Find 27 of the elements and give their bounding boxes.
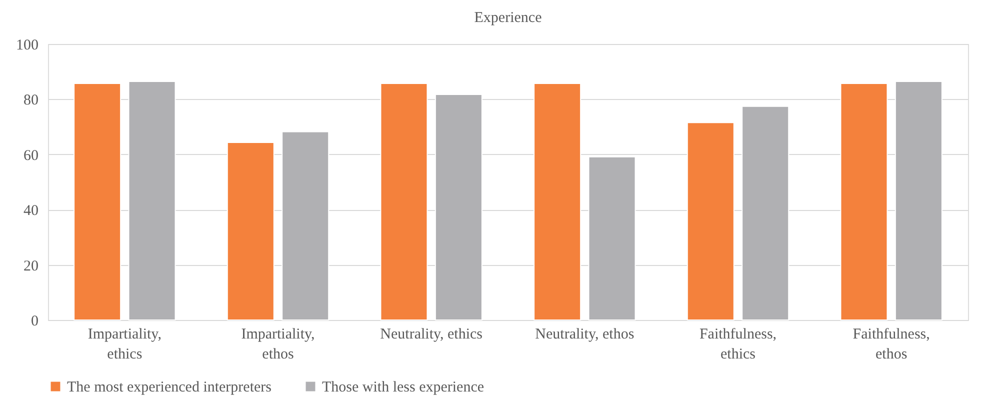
y-tick-label: 100: [16, 38, 38, 54]
x-tick-label: Faithfulness, ethos: [852, 326, 930, 362]
y-tick-label: 20: [24, 258, 38, 274]
y-tick-label: 40: [24, 203, 38, 220]
bar: [534, 82, 582, 320]
bar: [894, 81, 942, 320]
bar: [74, 82, 122, 320]
legend-label: Those with less experience: [322, 380, 484, 396]
bar: [380, 82, 428, 320]
chart-title: Experience: [474, 10, 542, 26]
y-tick-label: 60: [24, 148, 38, 164]
bar: [128, 81, 176, 320]
y-tick-label: 80: [24, 92, 38, 109]
bar: [226, 142, 274, 320]
bar: [588, 156, 636, 320]
bar: [686, 122, 734, 320]
bar: [282, 131, 330, 320]
bar: [742, 106, 790, 320]
bar: [840, 82, 888, 320]
y-tick-label: 0: [31, 314, 38, 330]
bar: [434, 94, 482, 320]
x-tick-label: Impartiality, ethos: [241, 326, 315, 362]
x-tick-label: Faithfulness, ethics: [699, 326, 777, 362]
x-tick-label: Neutrality, ethics: [380, 326, 483, 342]
legend-label: The most experienced interpreters: [67, 380, 272, 396]
x-tick-label: Neutrality, ethos: [535, 326, 634, 342]
x-tick-label: Impartiality, ethics: [88, 326, 162, 362]
